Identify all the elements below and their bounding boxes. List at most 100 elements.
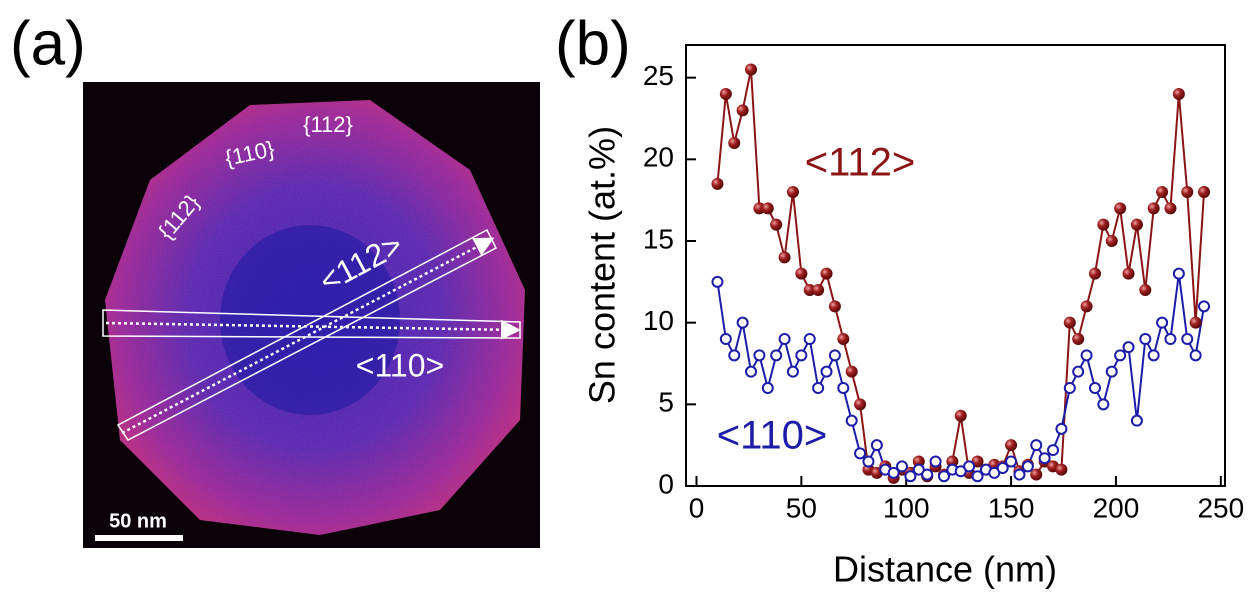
data-point bbox=[736, 104, 749, 117]
data-point bbox=[937, 470, 950, 483]
data-point bbox=[854, 447, 867, 460]
data-point bbox=[1097, 398, 1110, 411]
scale-bar bbox=[95, 535, 183, 541]
data-point bbox=[954, 409, 967, 422]
data-point bbox=[786, 186, 799, 198]
data-point bbox=[1156, 186, 1169, 198]
data-point bbox=[828, 349, 841, 362]
data-point bbox=[1072, 365, 1085, 378]
direction-label: <110> bbox=[356, 347, 444, 383]
data-point bbox=[820, 365, 833, 378]
data-point bbox=[1114, 202, 1127, 215]
data-point bbox=[1055, 463, 1068, 476]
data-point bbox=[896, 460, 909, 473]
series-label: <112> bbox=[805, 141, 916, 185]
data-point bbox=[1114, 349, 1127, 362]
plot-frame bbox=[685, 44, 1226, 487]
data-point bbox=[1063, 382, 1076, 394]
x-tick-label: 150 bbox=[988, 492, 1035, 523]
data-point bbox=[770, 218, 783, 231]
data-point bbox=[753, 349, 766, 362]
data-point bbox=[1139, 284, 1152, 296]
data-point bbox=[854, 398, 867, 411]
data-point bbox=[1072, 333, 1085, 345]
y-tick-label: 5 bbox=[658, 387, 674, 418]
scan-box bbox=[116, 228, 498, 441]
data-point bbox=[1097, 218, 1110, 231]
y-tick-label: 10 bbox=[643, 305, 674, 336]
image-panel: (a) {112} {110} {112} <112> <110> 50 nm bbox=[10, 9, 540, 548]
panel-label: (a) bbox=[10, 9, 86, 78]
data-point bbox=[795, 349, 808, 362]
data-point bbox=[963, 460, 976, 473]
data-point bbox=[1189, 349, 1202, 362]
series-label: <110> bbox=[717, 414, 828, 458]
data-point bbox=[803, 333, 816, 345]
data-point bbox=[1105, 365, 1118, 378]
data-point bbox=[1088, 382, 1101, 394]
data-point bbox=[1181, 186, 1194, 198]
data-point bbox=[812, 382, 825, 394]
data-point bbox=[1038, 452, 1051, 465]
data-point bbox=[1130, 414, 1143, 427]
data-point bbox=[1030, 439, 1043, 452]
data-point bbox=[1164, 202, 1177, 215]
data-point bbox=[862, 455, 875, 468]
data-point bbox=[1013, 468, 1026, 481]
y-tick-label: 15 bbox=[643, 223, 674, 254]
scale-bar-label: 50 nm bbox=[109, 510, 167, 532]
data-point bbox=[719, 333, 732, 345]
data-point bbox=[887, 466, 900, 479]
data-point bbox=[1005, 455, 1018, 468]
data-point bbox=[1030, 468, 1043, 481]
facet-label: {112} bbox=[303, 112, 353, 137]
data-point bbox=[736, 316, 749, 329]
data-point bbox=[1172, 88, 1185, 100]
data-point bbox=[745, 365, 758, 378]
data-point bbox=[837, 382, 850, 394]
sn-poor-core bbox=[220, 225, 400, 415]
data-point bbox=[904, 470, 917, 483]
data-point bbox=[1063, 316, 1076, 329]
scan-line bbox=[105, 319, 521, 340]
data-point bbox=[812, 284, 825, 296]
y-tick-label: 20 bbox=[643, 142, 674, 173]
y-tick-label: 0 bbox=[658, 468, 674, 499]
data-point bbox=[921, 468, 934, 481]
data-point bbox=[753, 202, 766, 215]
x-tick-label: 50 bbox=[786, 492, 817, 523]
data-point bbox=[1198, 186, 1211, 198]
data-point bbox=[1122, 341, 1135, 354]
x-axis-label: Distance (nm) bbox=[833, 549, 1057, 590]
data-point bbox=[837, 333, 850, 345]
data-point bbox=[1088, 267, 1101, 280]
y-tick-label: 25 bbox=[643, 60, 674, 91]
data-point bbox=[786, 365, 799, 378]
data-point bbox=[1021, 460, 1034, 473]
data-point bbox=[1047, 444, 1060, 457]
x-tick-label: 250 bbox=[1197, 492, 1244, 523]
data-point bbox=[845, 365, 858, 378]
data-point bbox=[728, 349, 741, 362]
data-point bbox=[1172, 267, 1185, 280]
data-point bbox=[828, 300, 841, 313]
data-point bbox=[761, 382, 774, 394]
data-point bbox=[1147, 349, 1160, 362]
data-point bbox=[820, 267, 833, 280]
data-point bbox=[929, 455, 942, 468]
data-point bbox=[778, 333, 791, 345]
data-point bbox=[1156, 316, 1169, 329]
data-point bbox=[770, 349, 783, 362]
data-point bbox=[719, 88, 732, 100]
data-point bbox=[761, 202, 774, 215]
x-tick-label: 100 bbox=[883, 492, 930, 523]
y-axis-label: Sn content (at.%) bbox=[582, 126, 623, 404]
x-tick-label: 0 bbox=[689, 492, 705, 523]
chart: (b) Distance (nm) Sn content (at.%) 0 50 1… bbox=[555, 9, 1244, 589]
data-point bbox=[1005, 439, 1018, 452]
data-point bbox=[711, 177, 724, 190]
data-point bbox=[711, 275, 724, 288]
data-point bbox=[728, 137, 741, 149]
data-point bbox=[1055, 422, 1068, 435]
